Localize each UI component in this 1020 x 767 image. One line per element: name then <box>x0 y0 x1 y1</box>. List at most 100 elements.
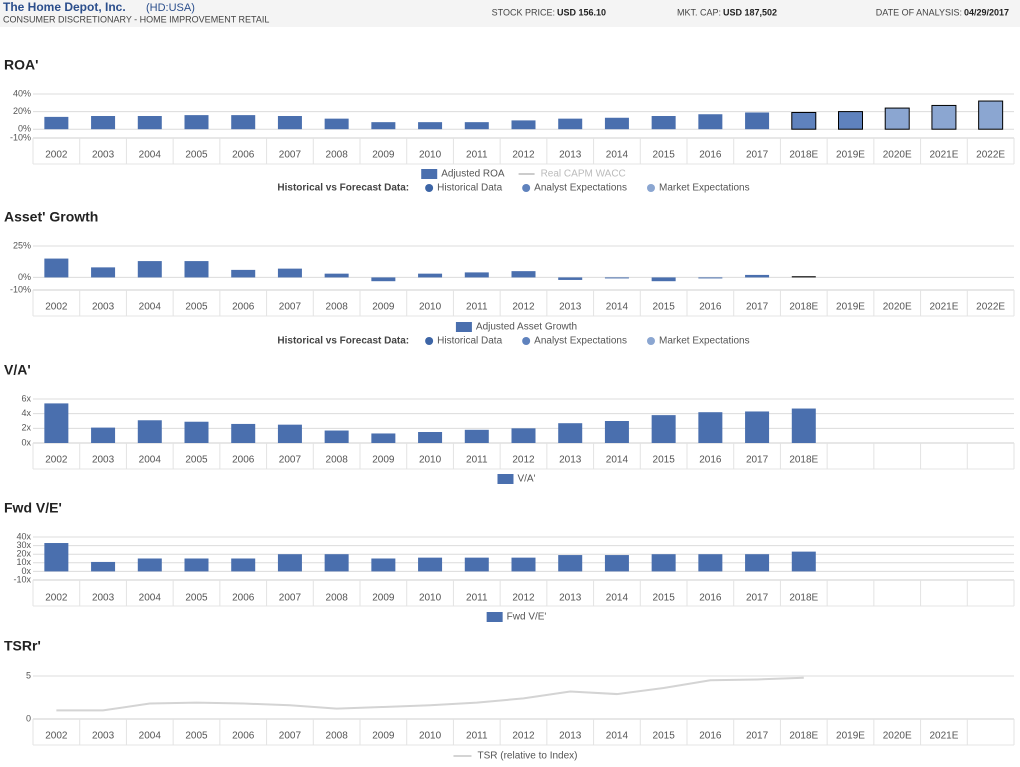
y-tick-label: 0 <box>26 713 31 723</box>
x-tick-label: 2014 <box>606 593 629 604</box>
x-tick-label: 2018E <box>789 302 818 313</box>
bar <box>791 111 817 130</box>
bar <box>418 432 443 443</box>
bar <box>838 111 863 130</box>
forecast-legend-title: Historical vs Forecast Data: <box>277 336 409 347</box>
bar <box>604 555 629 572</box>
bar <box>464 557 489 572</box>
bar <box>978 100 1004 130</box>
legend-label: Historical Data <box>437 336 502 347</box>
x-tick-label: 2011 <box>466 731 488 742</box>
y-tick-label: -10% <box>10 132 31 142</box>
legend-swatch <box>421 169 438 179</box>
y-tick-label: 4x <box>21 408 31 418</box>
bar <box>44 543 69 572</box>
x-tick-label: 2009 <box>372 150 395 161</box>
x-tick-label: 2009 <box>372 593 395 604</box>
bar <box>324 118 349 130</box>
x-tick-label: 2011 <box>466 593 488 604</box>
bar <box>931 104 957 130</box>
x-tick-label: 2002 <box>45 731 68 742</box>
x-tick-label: 2016 <box>699 302 722 313</box>
company: The Home Depot, Inc. <box>3 0 126 14</box>
y-tick-label: 10x <box>16 557 31 567</box>
x-tick-label: 2016 <box>699 731 722 742</box>
x-tick-label: 2015 <box>653 593 676 604</box>
bar <box>511 428 536 443</box>
x-tick-label: 2012 <box>512 302 535 313</box>
x-tick-label: 2015 <box>653 302 676 313</box>
legend-swatch <box>486 612 503 622</box>
x-tick-label: 2002 <box>45 302 68 313</box>
x-tick-label: 2021E <box>929 150 958 161</box>
bar <box>91 427 116 443</box>
legend-label: Fwd V/E' <box>507 612 547 623</box>
bar <box>184 421 209 443</box>
bar <box>745 554 770 572</box>
x-tick-label: 2021E <box>929 302 958 313</box>
x-tick-label: 2018E <box>789 593 818 604</box>
bar <box>184 261 209 278</box>
bar <box>418 122 443 130</box>
bar <box>745 274 770 278</box>
bar <box>651 277 676 282</box>
bar <box>698 412 723 443</box>
forecast-legend-title: Historical vs Forecast Data: <box>277 183 409 194</box>
bar <box>558 423 583 443</box>
bar <box>231 558 256 572</box>
bar <box>558 118 583 130</box>
x-tick-label: 2010 <box>419 302 442 313</box>
x-tick-label: 2008 <box>326 593 349 604</box>
x-tick-label: 2003 <box>92 150 115 161</box>
y-tick-label: 40x <box>16 531 31 541</box>
bar <box>884 107 910 130</box>
legend: Historical vs Forecast Data: Historical D… <box>277 183 749 194</box>
x-tick-label: 2007 <box>279 731 302 742</box>
x-tick-label: 2007 <box>279 455 302 466</box>
y-tick-label: 40% <box>13 88 31 98</box>
bar <box>651 415 676 443</box>
y-tick-label: 0x <box>21 566 31 576</box>
x-tick-label: 2013 <box>559 455 582 466</box>
legend-dot <box>646 337 655 345</box>
x-tick-label: 2004 <box>139 455 162 466</box>
bar <box>277 268 302 278</box>
x-tick-label: 2004 <box>139 302 162 313</box>
x-tick-label: 2006 <box>232 731 255 742</box>
x-tick-label: 2003 <box>92 455 115 466</box>
legend-label: Analyst Expectations <box>534 183 627 194</box>
bar <box>418 557 443 572</box>
bar <box>604 421 629 443</box>
legend: Adjusted ROA Real CAPM WACC <box>421 169 626 180</box>
x-tick-label: 2016 <box>699 455 722 466</box>
x-tick-label: 2009 <box>372 302 395 313</box>
x-tick-label: 2007 <box>279 302 302 313</box>
x-tick-label: 2012 <box>512 455 535 466</box>
y-tick-label: 20% <box>13 106 31 116</box>
mktcap: USD 187,502 <box>723 7 777 17</box>
x-tick-label: 2010 <box>419 150 442 161</box>
x-tick-label: 2015 <box>653 150 676 161</box>
x-tick-label: 2009 <box>372 731 395 742</box>
x-tick-label: 2005 <box>185 455 208 466</box>
bar <box>231 423 256 443</box>
bar <box>371 433 396 443</box>
x-tick-label: 2002 <box>45 593 68 604</box>
x-tick-label: 2005 <box>185 731 208 742</box>
x-tick-label: 2012 <box>512 150 535 161</box>
bar <box>277 554 302 572</box>
bar <box>324 554 349 572</box>
x-tick-label: 2010 <box>419 731 442 742</box>
chart-title: V/A' <box>4 362 31 378</box>
bar <box>277 424 302 443</box>
legend-swatch <box>497 474 514 484</box>
x-tick-label: 2013 <box>559 731 582 742</box>
bar <box>791 276 816 278</box>
bar <box>44 258 69 278</box>
x-tick-label: 2017 <box>746 593 769 604</box>
y-tick-label: 0% <box>18 272 31 282</box>
bar <box>511 557 536 572</box>
x-tick-label: 2014 <box>606 731 629 742</box>
legend-label: V/A' <box>517 474 535 485</box>
y-tick-label: 6x <box>21 393 31 403</box>
